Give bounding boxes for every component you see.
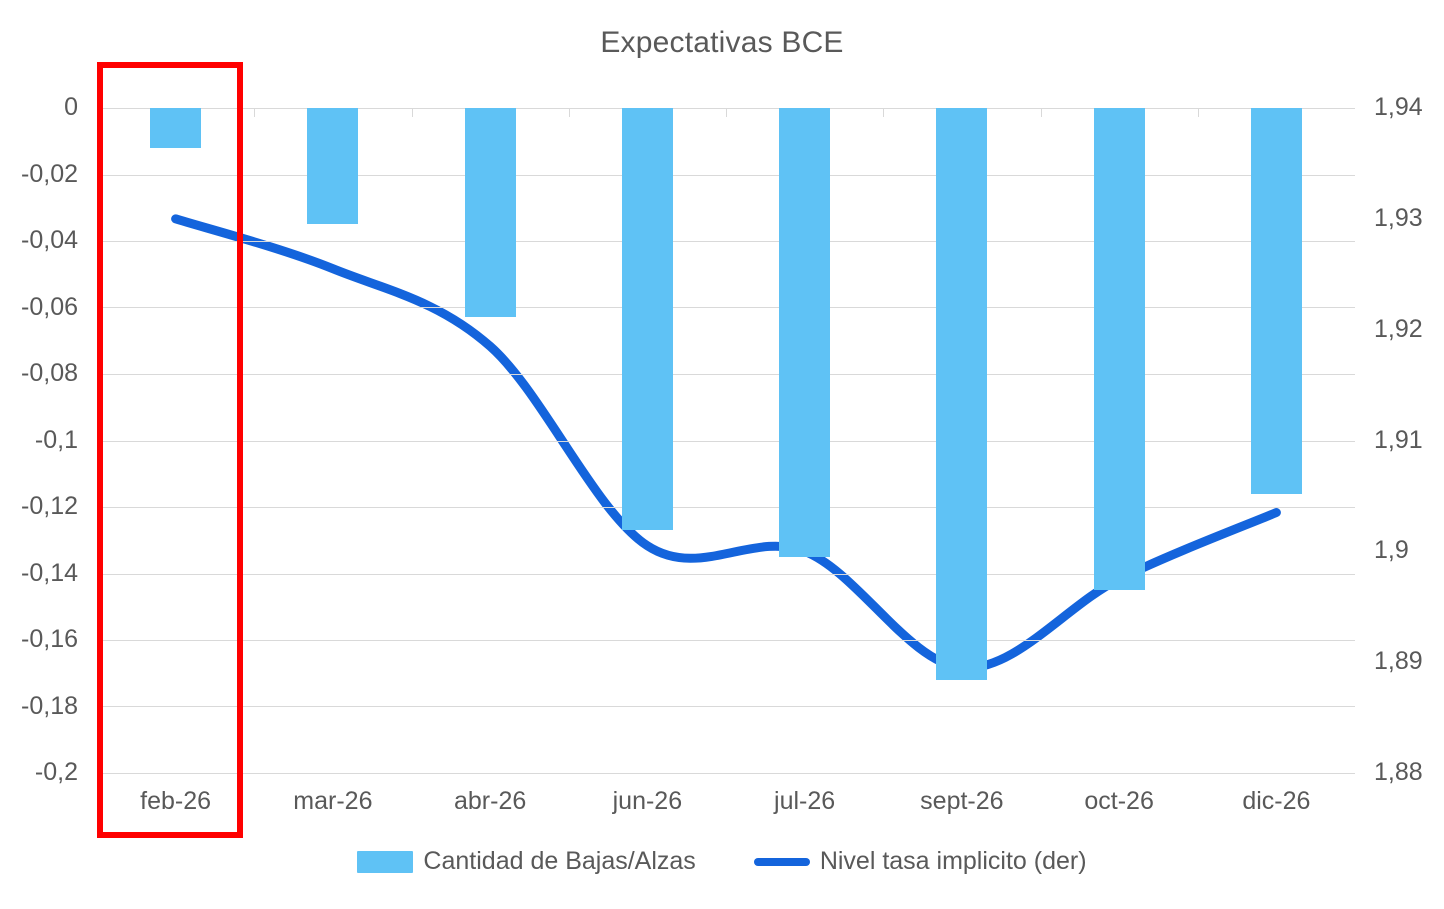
left-axis-tick-label: -0,18: [21, 691, 78, 720]
left-axis-tick-label: 0: [64, 93, 78, 121]
legend-item-cantidad-de-bajas-alzas[interactable]: Cantidad de Bajas/Alzas: [357, 847, 696, 875]
bar-jun-26[interactable]: [622, 108, 673, 530]
axis-tick-mark: [569, 108, 570, 117]
left-value-axis: 0 -0,02 -0,04 -0,06 -0,08 -0,1 -0,12 -0,14 -0,16…: [0, 95, 78, 785]
legend-bar-swatch-icon: [357, 850, 414, 873]
plot-area: [97, 108, 1355, 774]
gridline: [97, 307, 1355, 308]
gridline: [97, 175, 1355, 176]
axis-tick-mark: [1041, 108, 1042, 117]
right-axis-tick-label: 1,93: [1374, 203, 1423, 232]
bar-mar-26[interactable]: [307, 108, 358, 224]
axis-tick-mark: [1198, 108, 1199, 117]
line-series-nivel-tasa-implicito: [171, 214, 1281, 673]
category-label-jun-26: jun-26: [612, 787, 683, 815]
right-axis-tick-label: 1,91: [1374, 425, 1423, 454]
category-axis: feb-26 mar-26 abr-26 jun-26 jul-26 sept-26 oct…: [97, 789, 1355, 827]
left-axis-tick-label: -0,02: [21, 159, 78, 188]
right-axis-tick-label: 1,94: [1374, 93, 1423, 121]
gridline: [97, 773, 1355, 774]
right-value-axis: 1,94 1,93 1,92 1,91 1,9 1,89 1,88: [1374, 95, 1444, 785]
gridline: [97, 374, 1355, 375]
chart-legend: Cantidad de Bajas/Alzas Nivel tasa impli…: [0, 849, 1444, 874]
left-axis-tick-label: -0,06: [21, 292, 78, 321]
line-path-nivel-tasa-implicito[interactable]: [171, 214, 1281, 673]
right-axis-tick-label: 1,9: [1374, 536, 1409, 565]
axis-tick-mark: [254, 108, 255, 117]
axis-tick-mark: [726, 108, 727, 117]
axis-tick-mark: [883, 108, 884, 117]
category-label-abr-26: abr-26: [453, 787, 527, 815]
category-label-oct-26: oct-26: [1084, 787, 1154, 815]
highlight-rectangle-feb-26: [97, 62, 243, 838]
bar-jul-26[interactable]: [779, 108, 830, 557]
left-axis-tick-label: -0,08: [21, 359, 78, 387]
left-axis-tick-label: -0,04: [21, 226, 78, 254]
right-axis-tick-label: 1,89: [1374, 647, 1423, 676]
category-label-mar-26: mar-26: [293, 787, 373, 815]
bar-feb-26[interactable]: [150, 108, 201, 148]
left-axis-tick-label: -0,14: [21, 558, 78, 587]
legend-item-nivel-tasa-implicito[interactable]: Nivel tasa implicito (der): [753, 847, 1087, 875]
left-axis-tick-label: -0,1: [34, 425, 78, 454]
right-axis-tick-label: 1,92: [1374, 314, 1423, 343]
left-axis-tick-label: -0,12: [21, 492, 78, 520]
right-axis-tick-label: 1,88: [1374, 758, 1423, 786]
bar-oct-26[interactable]: [1094, 108, 1145, 590]
category-label-feb-26: feb-26: [140, 787, 212, 815]
gridline: [97, 574, 1355, 575]
left-axis-tick-label: -0,2: [34, 758, 78, 786]
category-label-dic-26: dic-26: [1242, 787, 1311, 815]
bar-dic-26[interactable]: [1251, 108, 1302, 494]
legend-label-nivel-tasa-implicito: Nivel tasa implicito (der): [819, 847, 1087, 875]
bar-abr-26[interactable]: [465, 108, 516, 317]
gridline: [97, 441, 1355, 442]
axis-tick-mark: [412, 108, 413, 117]
bar-sept-26[interactable]: [936, 108, 987, 680]
legend-label-cantidad-de-bajas-alzas: Cantidad de Bajas/Alzas: [423, 847, 696, 875]
gridline: [97, 706, 1355, 707]
left-axis-tick-label: -0,16: [21, 625, 78, 653]
gridline: [97, 241, 1355, 242]
chart-title: Expectativas BCE: [600, 26, 844, 59]
category-label-sept-26: sept-26: [920, 787, 1004, 815]
legend-line-swatch-icon: [753, 857, 810, 866]
category-label-jul-26: jul-26: [774, 787, 836, 815]
gridline: [97, 507, 1355, 508]
gridline: [97, 640, 1355, 641]
